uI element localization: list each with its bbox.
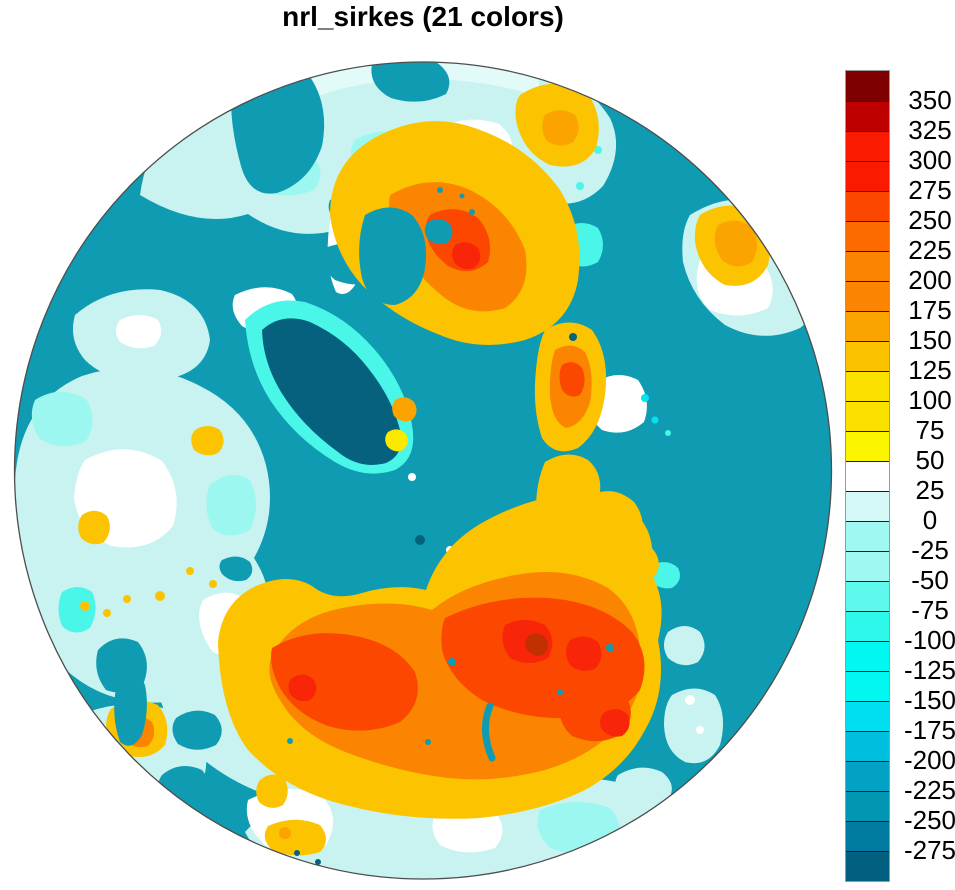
colorbar-tick-label: 275 — [908, 175, 952, 205]
colorbar-tick-labels: 350 325 300 275 250 225 200 175 150 125 100 75 50 25 0… — [893, 70, 955, 883]
colorbar-tick-label: 175 — [908, 295, 952, 325]
colorbar-tick-label: 125 — [908, 355, 952, 385]
colorbar-box — [846, 131, 889, 161]
colorbar-box — [846, 371, 889, 401]
colorbar-box — [846, 761, 889, 791]
colorbar-box — [846, 821, 889, 851]
colorbar-tick-label: -75 — [911, 595, 949, 625]
colorbar-box — [846, 431, 889, 461]
colorbar-box — [846, 791, 889, 821]
colorbar-tick-label: 250 — [908, 205, 952, 235]
figure-title: nrl_sirkes (21 colors) — [282, 1, 564, 32]
colorbar-box — [846, 461, 889, 491]
colorbar-box — [846, 191, 889, 221]
colorbar-box — [846, 521, 889, 551]
colorbar-box — [846, 851, 889, 881]
colorbar-tick-label: -175 — [903, 715, 955, 745]
colorbar-tick-label: -50 — [911, 565, 949, 595]
colorbar-box — [846, 101, 889, 131]
colorbar-tick-label: 100 — [908, 385, 952, 415]
colorbar-tick-label: -125 — [903, 655, 955, 685]
colorbar-tick-label: -250 — [903, 805, 955, 835]
colorbar-tick-label: 325 — [908, 115, 952, 145]
colorbar-box — [846, 71, 889, 101]
colorbar-swatches — [845, 70, 890, 882]
colorbar-box — [846, 491, 889, 521]
colorbar-box — [846, 731, 889, 761]
colorbar-tick-label: -150 — [903, 685, 955, 715]
colorbar-box — [846, 311, 889, 341]
colorbar-tick-label: 75 — [915, 415, 945, 445]
colorbar-tick-label: 300 — [908, 145, 952, 175]
colorbar-box — [846, 221, 889, 251]
greenland-layer — [245, 300, 417, 474]
colorbar-tick-label: 50 — [915, 445, 945, 475]
colorbar-tick-label: 225 — [908, 235, 952, 265]
colorbar-box — [846, 251, 889, 281]
colorbar-tick-label: -200 — [903, 745, 955, 775]
colorbar-tick-label: -275 — [903, 835, 955, 865]
colorbar-box — [846, 641, 889, 671]
colorbar-tick-label: -100 — [903, 625, 955, 655]
map-boundary — [13, 61, 833, 880]
colorbar-tick-label: -25 — [911, 535, 949, 565]
colorbar-box — [846, 701, 889, 731]
colorbar-tick-label: 200 — [908, 265, 952, 295]
colorbar-box — [846, 401, 889, 431]
colorbar-box — [846, 551, 889, 581]
colorbar-box — [846, 281, 889, 311]
colorbar-box — [846, 341, 889, 371]
colorbar-tick-label: 0 — [922, 505, 938, 535]
colorbar-tick-label: 350 — [908, 85, 952, 115]
colorbar-tick-label: -225 — [903, 775, 955, 805]
colorbar-box — [846, 581, 889, 611]
colorbar-box — [846, 611, 889, 641]
colorbar-tick-label: 25 — [915, 475, 945, 505]
colorbar-box — [846, 671, 889, 701]
colorbar-box — [846, 161, 889, 191]
colorbar-tick-label: 150 — [908, 325, 952, 355]
